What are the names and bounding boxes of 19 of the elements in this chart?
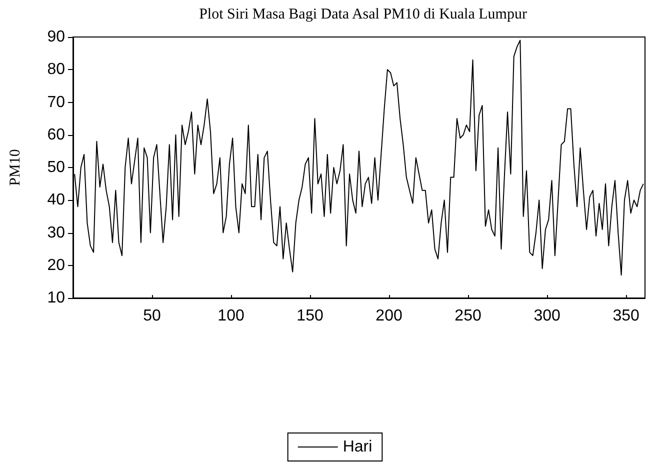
x-tick-label: 350 xyxy=(612,308,640,324)
y-tick-label: 40 xyxy=(47,192,66,209)
x-tick-label: 50 xyxy=(143,308,162,324)
x-tick-label: 200 xyxy=(376,308,402,324)
y-tick-label: 80 xyxy=(47,61,66,78)
y-tick-label: 70 xyxy=(47,94,66,111)
chart-title: Plot Siri Masa Bagi Data Asal PM10 di Kuala Lumpur xyxy=(199,6,527,22)
y-axis-title: PM10 xyxy=(8,149,24,186)
y-tick-label: 20 xyxy=(47,256,66,274)
y-tick-label: 60 xyxy=(47,126,66,144)
x-tick-label: 250 xyxy=(454,308,482,324)
y-tick-label: 90 xyxy=(47,28,66,46)
y-tick-label: 10 xyxy=(47,290,66,306)
legend-label: Hari xyxy=(342,438,372,456)
x-tick-label: 100 xyxy=(218,308,244,324)
y-tick-label: 30 xyxy=(47,224,66,242)
x-tick-label: 300 xyxy=(534,308,560,324)
x-tick-label: 150 xyxy=(296,308,324,324)
y-tick-label: 50 xyxy=(47,159,66,176)
